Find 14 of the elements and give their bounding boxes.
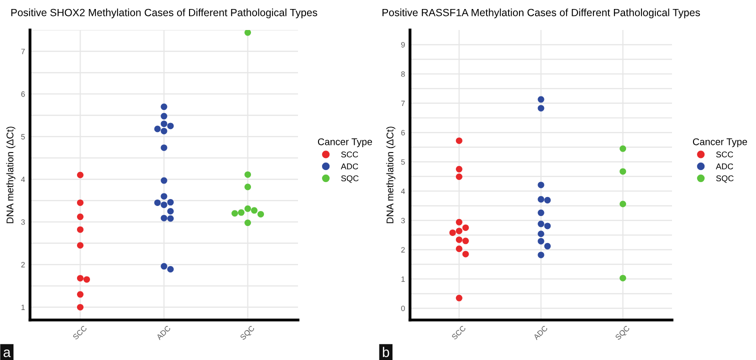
- text: b: [382, 346, 390, 358]
- legend-label: SCC: [341, 152, 358, 158]
- legend-title: Cancer Type: [318, 138, 372, 148]
- chart-title: Positive SHOX2 Methylation Cases of Different Pathological Types: [11, 8, 318, 18]
- chart-title: Positive RASSF1A Methylation Cases of Different Pathological Types: [382, 8, 700, 18]
- legend-label: SQC: [716, 175, 734, 183]
- legend-label: ADC: [340, 163, 358, 170]
- legend-label: SQC: [341, 175, 359, 183]
- text: a: [4, 350, 11, 358]
- legend-title: Cancer Type: [692, 138, 748, 148]
- legend-label: ADC: [716, 163, 734, 170]
- y-axis-title: DNA methylation (ΔCt): [386, 126, 396, 224]
- y-axis-title: DNA methylation (ΔCt): [6, 126, 16, 224]
- legend-label: SCC: [716, 152, 734, 158]
